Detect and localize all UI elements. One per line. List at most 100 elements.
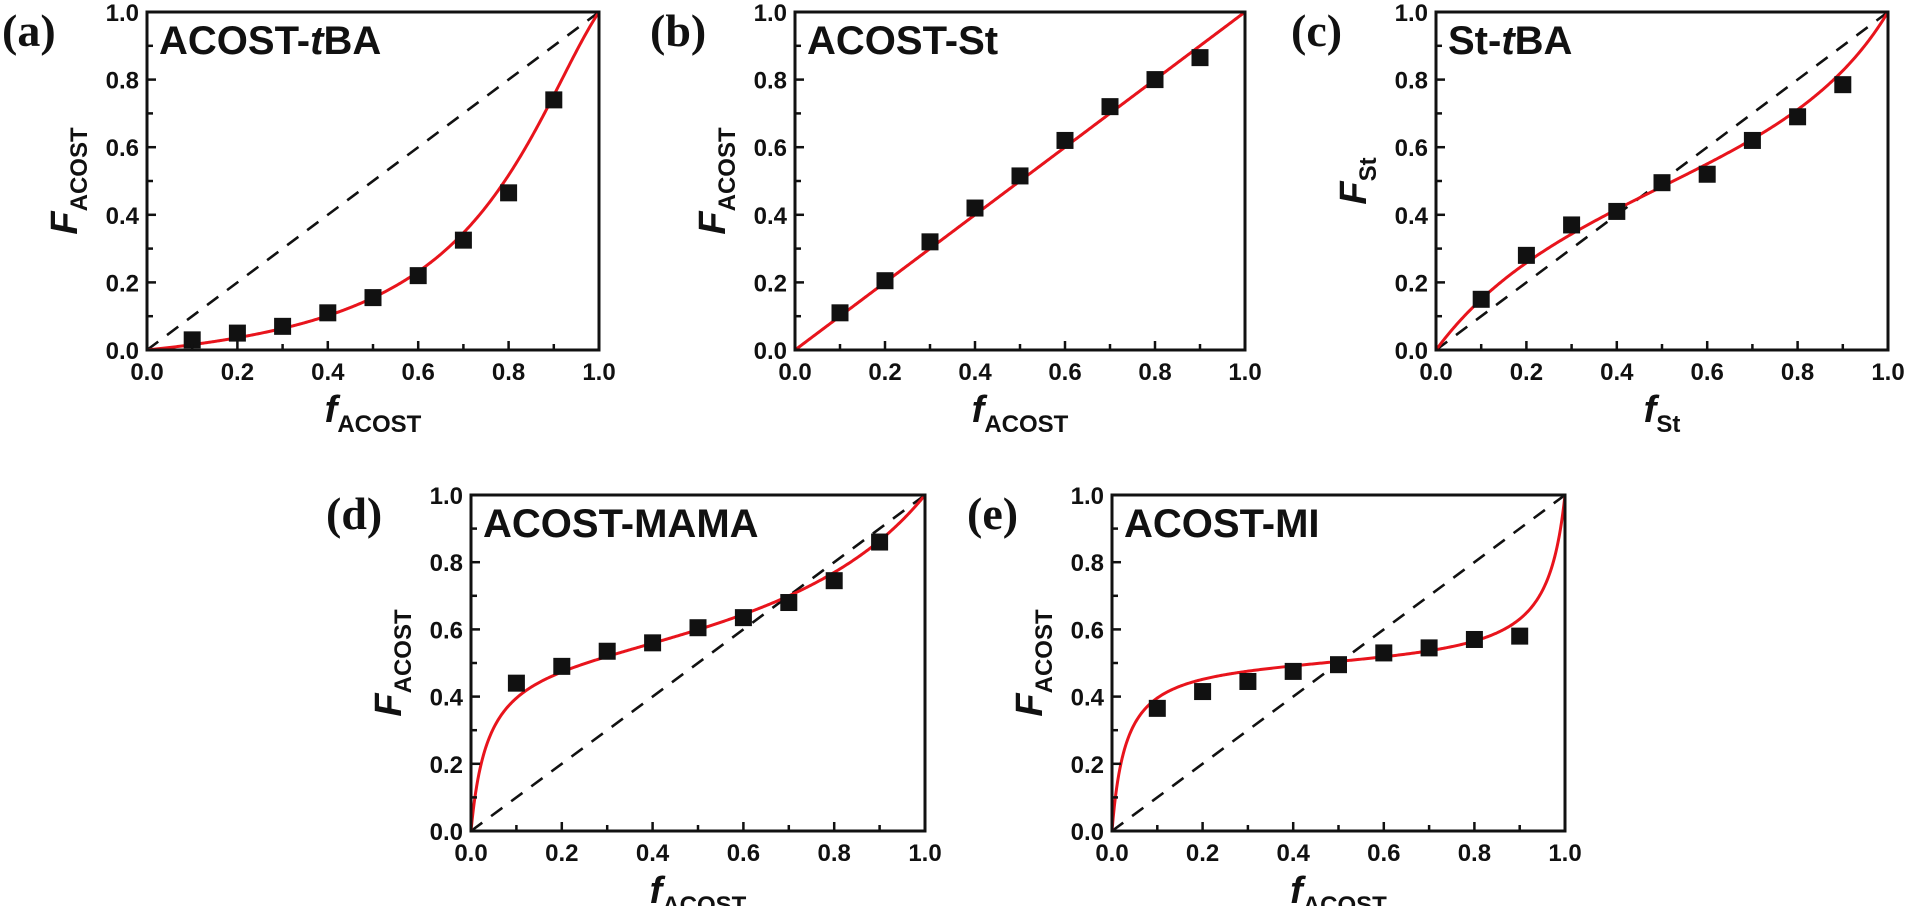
x-tick-label: 0.6 bbox=[727, 840, 760, 867]
data-point bbox=[1465, 630, 1483, 648]
data-point bbox=[1653, 174, 1671, 192]
y-axis-label: FACOST bbox=[692, 127, 741, 235]
y-axis-label-sub: ACOST bbox=[390, 609, 417, 693]
panel-title-part: ACOST-St bbox=[807, 19, 998, 63]
panel-title-part: BA bbox=[1515, 19, 1573, 63]
panel-label: (e) bbox=[967, 488, 1018, 539]
y-tick-label: 0.2 bbox=[1395, 270, 1428, 297]
y-axis-label-sub: ACOST bbox=[1031, 609, 1058, 693]
y-tick-label: 0.0 bbox=[1395, 338, 1428, 365]
data-point bbox=[825, 572, 843, 590]
panel-title-part: ACOST-MI bbox=[1124, 502, 1320, 546]
y-axis-label-main: F bbox=[692, 210, 734, 235]
y-axis-label-main: F bbox=[1009, 692, 1051, 717]
data-point bbox=[1194, 683, 1212, 701]
y-tick-label: 0.2 bbox=[430, 752, 463, 779]
x-axis-label-main: f bbox=[650, 870, 666, 906]
panel-title: ACOST-MAMA bbox=[483, 502, 759, 546]
x-axis-label-main: f bbox=[972, 389, 988, 431]
x-tick-label: 0.8 bbox=[1458, 840, 1491, 867]
x-axis-label-sub: ACOST bbox=[1303, 892, 1387, 906]
y-tick-label: 0.6 bbox=[754, 135, 787, 162]
x-axis-label-main: f bbox=[1644, 389, 1660, 431]
y-tick-label: 0.4 bbox=[1071, 685, 1105, 712]
y-tick-label: 0.8 bbox=[106, 68, 139, 95]
y-tick-label: 1.0 bbox=[754, 0, 787, 27]
data-point bbox=[966, 199, 984, 217]
x-tick-label: 1.0 bbox=[908, 840, 941, 867]
data-point bbox=[1056, 131, 1074, 149]
panel-d: 0.00.0 0.2 0.2 0.4 0.4 0.6 0.6 0.8 0.8 1.0 1.0 ACOS… bbox=[326, 483, 942, 906]
y-axis-label-main: F bbox=[368, 692, 410, 717]
panel-e: 0.00.0 0.2 0.2 0.4 0.4 0.6 0.6 0.8 0.8 1.0 1.0 ACOS… bbox=[967, 483, 1582, 906]
y-tick-label: 0.0 bbox=[106, 338, 139, 365]
data-point bbox=[1608, 202, 1626, 220]
panel-label: (d) bbox=[326, 488, 382, 539]
panel-title-part: ACOST- bbox=[159, 19, 310, 63]
y-tick-label: 0.8 bbox=[430, 550, 463, 577]
x-tick-label: 0.2 bbox=[545, 840, 578, 867]
y-tick-label: 0.8 bbox=[1071, 550, 1104, 577]
x-axis-label: fSt bbox=[1644, 389, 1681, 438]
x-tick-label: 0.4 bbox=[311, 359, 345, 386]
panel-title: ACOST-tBA bbox=[159, 19, 381, 63]
reference-diagonal-line bbox=[470, 493, 926, 833]
x-tick-label: 0.4 bbox=[636, 840, 670, 867]
x-axis-label-sub: ACOST bbox=[662, 892, 746, 906]
y-tick-label: 0.4 bbox=[106, 203, 140, 230]
x-tick-label: 0.0 bbox=[454, 840, 487, 867]
data-point bbox=[1375, 644, 1393, 662]
y-axis-label: FACOST bbox=[1009, 609, 1058, 717]
data-point bbox=[545, 91, 563, 109]
data-point bbox=[1101, 98, 1119, 116]
y-tick-label: 0.6 bbox=[430, 617, 463, 644]
data-point bbox=[1511, 627, 1529, 645]
data-point bbox=[1011, 167, 1029, 185]
data-point bbox=[183, 331, 201, 349]
y-tick-label: 0.8 bbox=[754, 68, 787, 95]
panel-title: ACOST-St bbox=[807, 19, 998, 63]
y-tick-label: 1.0 bbox=[1071, 483, 1104, 510]
x-tick-label: 0.2 bbox=[221, 359, 254, 386]
data-point bbox=[1146, 71, 1164, 89]
data-point bbox=[831, 304, 849, 322]
x-axis-label: fACOST bbox=[650, 870, 747, 906]
x-tick-label: 0.6 bbox=[1691, 359, 1724, 386]
x-tick-label: 1.0 bbox=[1228, 359, 1261, 386]
x-tick-label: 0.0 bbox=[130, 359, 163, 386]
data-point bbox=[1563, 216, 1581, 234]
y-tick-label: 0.2 bbox=[106, 270, 139, 297]
x-axis-label-sub: ACOST bbox=[337, 411, 421, 438]
data-point bbox=[454, 231, 472, 249]
x-axis-label-sub: St bbox=[1656, 411, 1680, 438]
x-tick-label: 1.0 bbox=[1548, 840, 1581, 867]
panel-title-part: BA bbox=[323, 19, 381, 63]
data-point bbox=[1148, 699, 1166, 717]
x-axis-label: fACOST bbox=[325, 389, 422, 438]
panel-label: (b) bbox=[650, 5, 706, 56]
panel-title: ACOST-MI bbox=[1124, 502, 1320, 546]
x-tick-label: 0.8 bbox=[492, 359, 525, 386]
y-tick-label: 0.2 bbox=[754, 270, 787, 297]
panel-title-part: t bbox=[1501, 19, 1516, 63]
data-point bbox=[598, 642, 616, 660]
data-point bbox=[1420, 639, 1438, 657]
x-tick-label: 0.2 bbox=[1510, 359, 1543, 386]
panel-b: 0.00.0 0.2 0.2 0.4 0.4 0.6 0.6 0.8 0.8 1.0 1.0 ACOS… bbox=[650, 0, 1262, 438]
data-point bbox=[1789, 108, 1807, 126]
data-point bbox=[1743, 131, 1761, 149]
data-point bbox=[507, 674, 525, 692]
x-tick-label: 0.4 bbox=[1277, 840, 1311, 867]
y-tick-label: 0.0 bbox=[754, 338, 787, 365]
x-axis-label: fACOST bbox=[972, 389, 1069, 438]
data-point bbox=[1517, 246, 1535, 264]
y-axis-label-sub: ACOST bbox=[714, 127, 741, 211]
data-point bbox=[644, 634, 662, 652]
x-tick-label: 0.8 bbox=[818, 840, 851, 867]
panel-a: 0.00.0 0.2 0.2 0.4 0.4 0.6 0.6 0.8 0.8 1.0 1.0 ACOS… bbox=[2, 0, 616, 438]
data-point bbox=[1472, 290, 1490, 308]
x-tick-label: 0.6 bbox=[1367, 840, 1400, 867]
data-point bbox=[228, 324, 246, 342]
data-point bbox=[409, 267, 427, 285]
